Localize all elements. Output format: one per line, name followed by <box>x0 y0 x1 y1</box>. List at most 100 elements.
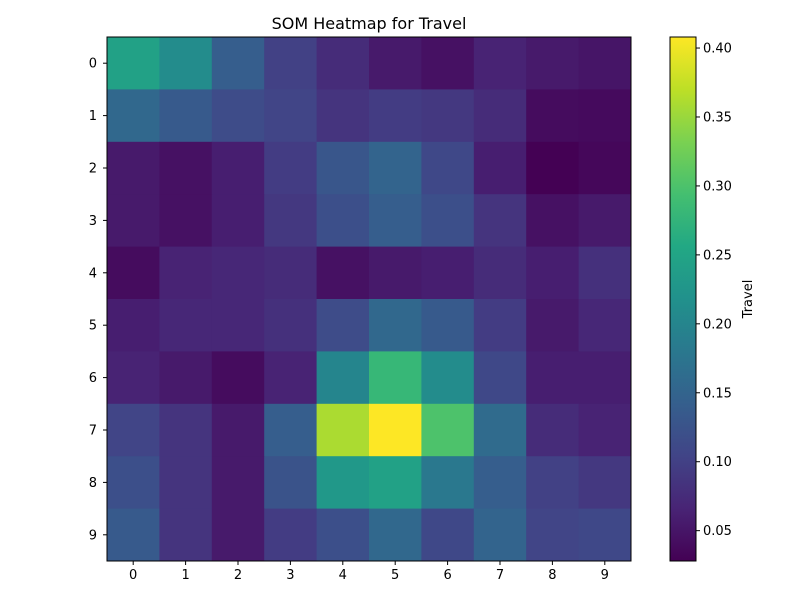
heatmap-cell <box>421 194 475 248</box>
heatmap-cell <box>264 351 318 405</box>
heatmap-cells <box>107 37 632 562</box>
chart-title: SOM Heatmap for Travel <box>272 14 467 33</box>
heatmap-cell <box>159 141 213 195</box>
heatmap-cell <box>211 89 265 143</box>
heatmap-cell <box>421 351 475 405</box>
x-tick-label: 8 <box>548 568 556 583</box>
heatmap-cell <box>316 351 370 405</box>
heatmap-cell <box>473 246 527 300</box>
x-tick-label: 1 <box>181 568 189 583</box>
heatmap-cell <box>159 299 213 352</box>
x-tick-label: 5 <box>391 568 399 583</box>
heatmap-cell <box>107 37 160 90</box>
heatmap-cell <box>578 299 632 352</box>
heatmap-cell <box>369 246 422 300</box>
heatmap-cell <box>264 89 318 143</box>
y-tick-label: 6 <box>89 371 97 386</box>
y-axis-ticks: 0 1 2 3 4 5 6 7 8 9 <box>89 57 107 543</box>
colorbar-label: Travel <box>741 280 756 320</box>
colorbar-tick-label: 0.05 <box>703 524 732 539</box>
heatmap-cell <box>473 508 527 562</box>
colorbar-ticks: 0.05 0.10 0.15 0.20 0.25 0.30 0.35 0.40 <box>696 42 732 539</box>
heatmap-cell <box>211 246 265 300</box>
heatmap-cell <box>473 37 527 90</box>
heatmap-cell <box>526 141 580 195</box>
heatmap-cell <box>578 37 632 90</box>
heatmap-cell <box>369 37 422 90</box>
y-tick-label: 4 <box>89 266 97 281</box>
heatmap-cell <box>211 141 265 195</box>
heatmap-cell <box>421 508 475 562</box>
heatmap-cell <box>526 299 580 352</box>
heatmap-cell <box>421 89 475 143</box>
heatmap-cell <box>473 403 527 457</box>
heatmap-cell <box>473 89 527 143</box>
heatmap-cell <box>159 508 213 562</box>
heatmap-cell <box>107 89 160 143</box>
heatmap-cell <box>159 246 213 300</box>
heatmap-cell <box>421 403 475 457</box>
y-tick-label: 5 <box>89 319 97 334</box>
heatmap-cell <box>473 141 527 195</box>
heatmap-cell <box>578 456 632 510</box>
heatmap-cell <box>211 508 265 562</box>
y-tick-label: 7 <box>89 424 97 439</box>
heatmap-cell <box>369 508 422 562</box>
heatmap-cell <box>473 299 527 352</box>
y-tick-label: 3 <box>89 214 97 229</box>
heatmap-cell <box>578 89 632 143</box>
heatmap-cell <box>369 403 422 457</box>
heatmap-cell <box>107 141 160 195</box>
heatmap-cell <box>369 299 422 352</box>
heatmap-cell <box>211 351 265 405</box>
heatmap-cell <box>264 37 318 90</box>
colorbar-tick-label: 0.35 <box>703 110 732 125</box>
heatmap-cell <box>316 37 370 90</box>
heatmap-cell <box>421 299 475 352</box>
heatmap-cell <box>526 89 580 143</box>
heatmap-cell <box>316 299 370 352</box>
heatmap-cell <box>264 299 318 352</box>
heatmap-cell <box>107 299 160 352</box>
heatmap-cell <box>159 351 213 405</box>
heatmap-cell <box>421 456 475 510</box>
heatmap-cell <box>578 194 632 248</box>
y-tick-label: 8 <box>89 476 97 491</box>
heatmap-cell <box>316 456 370 510</box>
colorbar-tick-label: 0.30 <box>703 179 732 194</box>
heatmap-cell <box>264 141 318 195</box>
x-tick-label: 4 <box>339 568 347 583</box>
heatmap-cell <box>107 351 160 405</box>
heatmap-cell <box>526 351 580 405</box>
heatmap-cell <box>107 194 160 248</box>
heatmap-cell <box>473 351 527 405</box>
heatmap-cell <box>264 403 318 457</box>
heatmap-cell <box>211 37 265 90</box>
heatmap-cell <box>578 403 632 457</box>
x-tick-label: 9 <box>601 568 609 583</box>
heatmap-cell <box>526 403 580 457</box>
heatmap-cell <box>526 37 580 90</box>
heatmap-cell <box>264 456 318 510</box>
heatmap-cell <box>159 89 213 143</box>
x-tick-label: 2 <box>234 568 242 583</box>
heatmap-cell <box>421 37 475 90</box>
heatmap-cell <box>369 89 422 143</box>
heatmap-cell <box>369 456 422 510</box>
heatmap-cell <box>107 456 160 510</box>
y-tick-label: 0 <box>89 57 97 72</box>
heatmap-cell <box>159 37 213 90</box>
heatmap-cell <box>211 403 265 457</box>
colorbar-tick-label: 0.20 <box>703 317 732 332</box>
heatmap-cell <box>526 246 580 300</box>
heatmap-cell <box>526 508 580 562</box>
heatmap-cell <box>369 141 422 195</box>
heatmap-cell <box>316 508 370 562</box>
heatmap-cell <box>578 508 632 562</box>
x-tick-label: 7 <box>496 568 504 583</box>
heatmap-cell <box>107 403 160 457</box>
x-tick-label: 6 <box>443 568 451 583</box>
heatmap-cell <box>316 89 370 143</box>
